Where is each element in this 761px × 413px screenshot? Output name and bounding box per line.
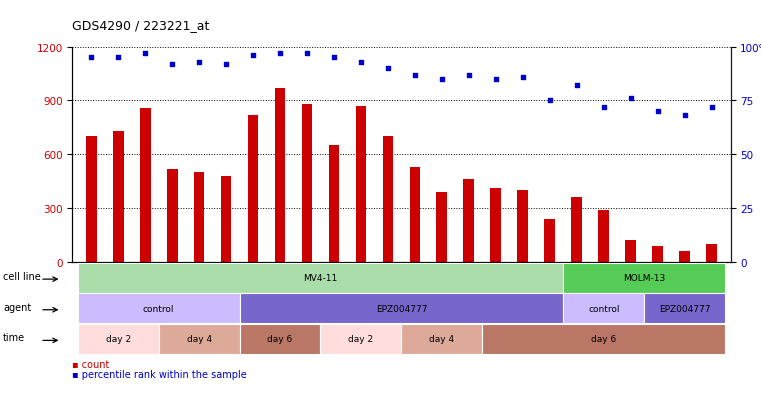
Text: GSM739167: GSM739167 [680, 264, 689, 311]
Text: agent: agent [3, 302, 31, 312]
Text: EPZ004777: EPZ004777 [659, 304, 711, 313]
Bar [275, 89, 285, 262]
Text: GSM739160: GSM739160 [492, 264, 500, 311]
Text: GSM739170: GSM739170 [599, 264, 608, 311]
Bar [167, 169, 177, 262]
Text: GDS4290 / 223221_at: GDS4290 / 223221_at [72, 19, 210, 31]
Bar [383, 137, 393, 262]
Bar [490, 189, 501, 262]
Text: GSM739154: GSM739154 [410, 264, 419, 311]
Bar [680, 252, 690, 262]
Text: GSM739165: GSM739165 [303, 264, 311, 311]
Text: GSM739171: GSM739171 [626, 264, 635, 311]
Bar [329, 146, 339, 262]
Point [355, 59, 367, 66]
Point [705, 104, 718, 111]
Text: GSM739166: GSM739166 [653, 264, 662, 311]
Text: GSM739163: GSM739163 [249, 264, 257, 311]
Bar [301, 105, 313, 262]
Text: MV4-11: MV4-11 [304, 273, 338, 282]
Text: day 6: day 6 [267, 335, 293, 344]
Bar [437, 192, 447, 262]
Text: control: control [588, 304, 619, 313]
Text: GSM739157: GSM739157 [167, 264, 177, 311]
Text: day 4: day 4 [429, 335, 454, 344]
Text: day 4: day 4 [186, 335, 212, 344]
Point [166, 62, 178, 68]
Text: GSM739151: GSM739151 [87, 264, 96, 311]
Point [112, 55, 124, 62]
Text: GSM739169: GSM739169 [572, 264, 581, 311]
Text: GSM739162: GSM739162 [546, 264, 554, 311]
Point [382, 66, 394, 72]
Bar [194, 173, 205, 262]
Text: MOLM-13: MOLM-13 [623, 273, 665, 282]
Text: GSM739159: GSM739159 [221, 264, 231, 311]
Text: GSM739158: GSM739158 [195, 264, 204, 311]
Text: GSM739168: GSM739168 [707, 264, 716, 311]
Text: EPZ004777: EPZ004777 [376, 304, 427, 313]
Point [220, 62, 232, 68]
Text: GSM739149: GSM739149 [356, 264, 365, 311]
Text: control: control [143, 304, 174, 313]
Bar [221, 176, 231, 262]
Point [301, 51, 313, 57]
Point [679, 113, 691, 119]
Point [85, 55, 97, 62]
Text: GSM739148: GSM739148 [330, 264, 339, 311]
Point [625, 96, 637, 102]
Bar [409, 167, 420, 262]
Point [409, 72, 421, 79]
Text: day 2: day 2 [106, 335, 131, 344]
Point [463, 72, 475, 79]
Text: day 2: day 2 [349, 335, 374, 344]
Point [247, 53, 260, 59]
Bar [652, 246, 663, 262]
Bar [247, 116, 259, 262]
Text: day 6: day 6 [591, 335, 616, 344]
Bar [113, 132, 123, 262]
Text: GSM739161: GSM739161 [518, 264, 527, 311]
Point [274, 51, 286, 57]
Bar [86, 137, 97, 262]
Text: GSM739150: GSM739150 [384, 264, 393, 311]
Point [543, 98, 556, 104]
Bar [598, 210, 609, 262]
Text: GSM739153: GSM739153 [141, 264, 150, 311]
Point [139, 51, 151, 57]
Point [436, 76, 448, 83]
Bar [463, 180, 474, 262]
Text: GSM739164: GSM739164 [275, 264, 285, 311]
Text: time: time [3, 332, 25, 342]
Text: ▪ percentile rank within the sample: ▪ percentile rank within the sample [72, 370, 247, 380]
Bar [572, 198, 582, 262]
Bar [140, 108, 151, 262]
Point [517, 74, 529, 81]
Point [651, 109, 664, 115]
Bar [626, 241, 636, 262]
Text: GSM739155: GSM739155 [438, 264, 447, 311]
Text: GSM739152: GSM739152 [113, 264, 123, 311]
Bar [517, 191, 528, 262]
Point [597, 104, 610, 111]
Point [328, 55, 340, 62]
Text: ▪ count: ▪ count [72, 359, 110, 369]
Text: cell line: cell line [3, 271, 41, 281]
Point [193, 59, 205, 66]
Bar [544, 219, 556, 262]
Text: GSM739156: GSM739156 [464, 264, 473, 311]
Point [490, 76, 502, 83]
Bar [355, 107, 366, 262]
Point [571, 83, 583, 90]
Bar [706, 244, 717, 262]
